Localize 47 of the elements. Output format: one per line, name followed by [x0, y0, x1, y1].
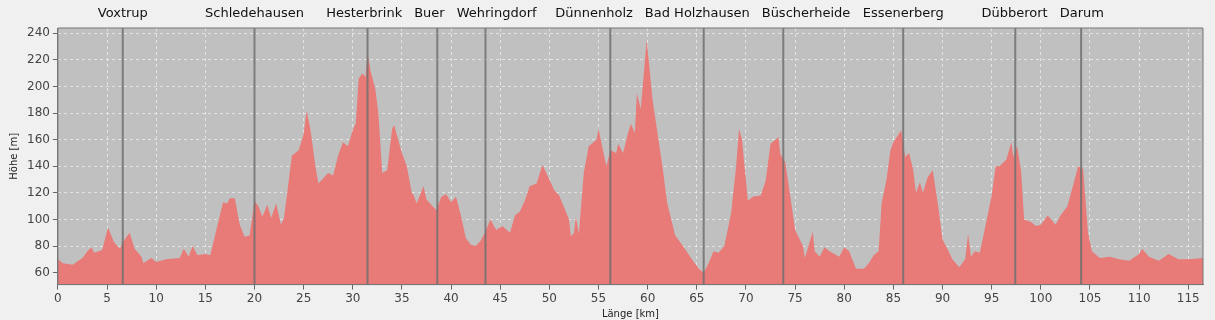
x-tick-label: 25: [295, 290, 312, 305]
x-tick-label: 100: [1029, 290, 1053, 305]
x-tick-label: 60: [640, 290, 656, 305]
x-tick-label: 35: [394, 290, 410, 305]
ref-line-label: Wehringdorf: [456, 5, 538, 21]
ref-line-label: Hesterbrink: [326, 5, 403, 21]
x-tick-label: 55: [590, 290, 607, 305]
ref-line-label: Schledehausen: [205, 5, 304, 21]
ref-line-label: Essenerberg: [862, 5, 944, 21]
ref-line-label: Buer: [414, 5, 446, 21]
y-tick-label: 160: [27, 131, 50, 146]
y-tick-label: 140: [27, 158, 50, 173]
y-tick-label: 220: [27, 52, 50, 67]
x-tick-label: 15: [197, 290, 213, 305]
y-tick-label: 120: [27, 184, 50, 199]
x-tick-label: 105: [1078, 290, 1102, 305]
x-tick-label: 0: [54, 290, 62, 305]
ref-line-label: Dübberort: [981, 5, 1048, 21]
x-axis-title: Länge [km]: [601, 307, 660, 319]
x-tick-label: 90: [934, 290, 951, 305]
x-tick-label: 50: [541, 290, 557, 305]
x-tick-label: 20: [246, 290, 263, 305]
x-tick-label: 110: [1127, 290, 1151, 305]
x-tick-label: 75: [787, 290, 803, 305]
x-tick-label: 70: [738, 290, 754, 305]
x-tick-label: 10: [148, 290, 164, 305]
y-tick-label: 80: [34, 238, 50, 253]
ref-line-label: Bad Holzhausen: [644, 5, 750, 21]
x-tick-label: 45: [492, 290, 508, 305]
y-axis-title: Höhe [m]: [7, 132, 19, 180]
y-tick-label: 100: [27, 211, 50, 226]
y-tick-label: 200: [27, 78, 50, 93]
ref-line-label: Voxtrup: [97, 5, 148, 21]
y-tick-label: 60: [34, 264, 50, 279]
ref-line-label: Darum: [1059, 5, 1104, 21]
x-tick-label: 40: [443, 290, 459, 305]
x-tick-label: 30: [345, 290, 361, 305]
x-tick-label: 5: [103, 290, 111, 305]
x-tick-label: 80: [836, 290, 852, 305]
ref-line-label: Büscherheide: [761, 5, 851, 21]
x-tick-label: 65: [689, 290, 705, 305]
x-tick-label: 95: [984, 290, 1000, 305]
x-tick-label: 85: [885, 290, 902, 305]
x-tick-label: 115: [1176, 290, 1200, 305]
y-tick-label: 240: [27, 25, 50, 40]
ref-line-label: Dünnenholz: [555, 5, 633, 21]
y-tick-label: 180: [27, 105, 50, 120]
